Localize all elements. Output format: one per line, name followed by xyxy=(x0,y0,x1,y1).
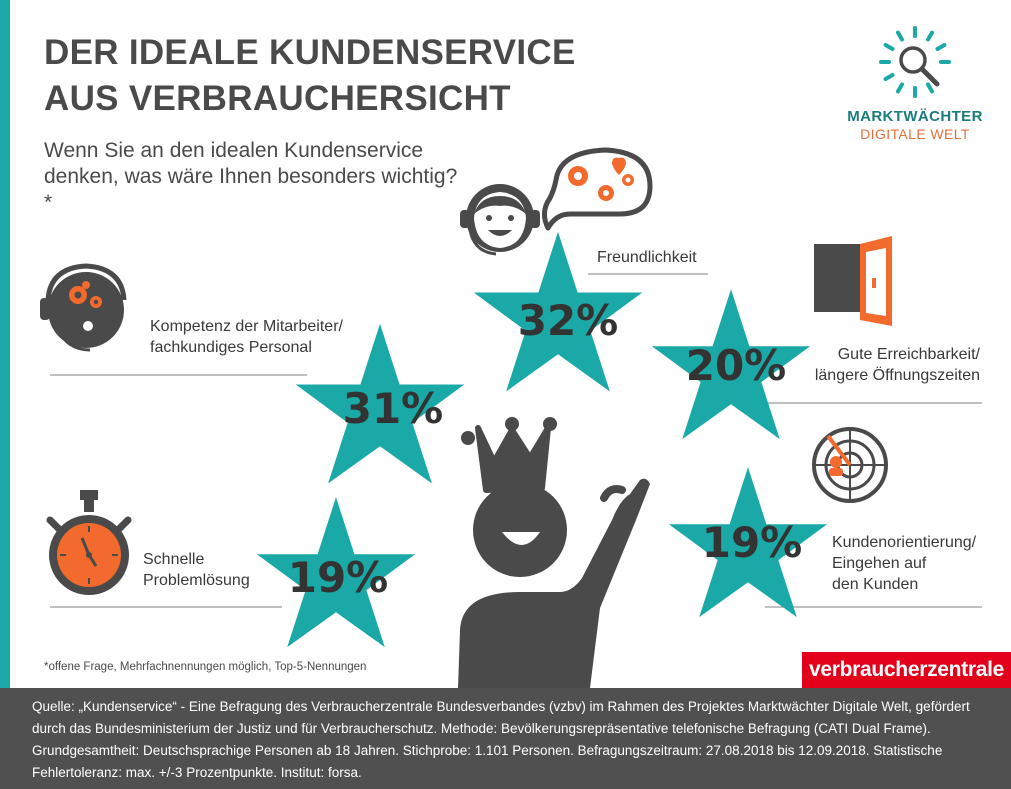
head-gears-icon xyxy=(40,263,127,352)
label-erreichbarkeit: Gute Erreichbarkeit/ längere Öffnungszei… xyxy=(814,346,980,384)
title-line-1: DER IDEALE KUNDENSERVICE xyxy=(44,33,576,72)
footnote: *offene Frage, Mehrfachnennungen möglich… xyxy=(44,661,367,673)
stopwatch-icon xyxy=(46,490,132,595)
marktwaechter-logo: MARKTWÄCHTER DIGITALE WELT xyxy=(840,22,990,142)
label-kompetenz: Kompetenz der Mitarbeiter/ fachkundiges … xyxy=(150,318,343,356)
value-kompetenz: 31% xyxy=(343,384,444,433)
survey-question: Wenn Sie an den idealen Kundenservice de… xyxy=(44,139,458,214)
value-freundlichkeit: 32% xyxy=(518,296,619,345)
verbraucherzentrale-logo: verbraucherzentrale xyxy=(802,652,1011,688)
logo-subtitle: DIGITALE WELT xyxy=(860,126,970,142)
open-door-icon xyxy=(814,236,892,326)
radar-target-icon xyxy=(812,427,888,503)
label-freundlichkeit: Freundlichkeit xyxy=(597,249,697,266)
page-title: DER IDEALE KUNDENSERVICE AUS VERBRAUCHER… xyxy=(44,30,576,122)
label-problemloesung: Schnelle Problemlösung xyxy=(143,551,250,589)
label-kundenorientierung: Kundenorientierung/ Eingehen auf den Kun… xyxy=(832,534,977,593)
accent-bar xyxy=(0,0,10,789)
source-box: Quelle: „Kundenservice“ - Eine Befragung… xyxy=(0,688,1011,789)
title-line-2: AUS VERBRAUCHERSICHT xyxy=(44,79,511,118)
value-erreichbarkeit: 20% xyxy=(686,341,787,390)
logo-title: MARKTWÄCHTER xyxy=(847,108,983,125)
headset-agent-speech-bubble-icon xyxy=(460,147,653,256)
king-customer-figure-icon xyxy=(458,417,650,688)
value-problemloesung: 19% xyxy=(288,553,389,602)
value-kundenorientierung: 19% xyxy=(702,518,803,567)
magnifier-logo-icon xyxy=(879,26,951,98)
source-text: Quelle: „Kundenservice“ - Eine Befragung… xyxy=(32,699,970,780)
